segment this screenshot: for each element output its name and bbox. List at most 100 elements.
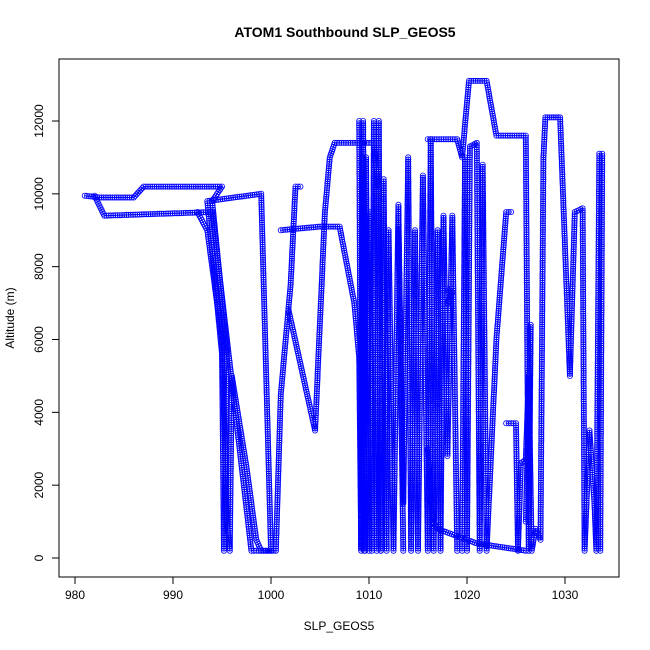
- data-point: [244, 468, 251, 475]
- data-point: [218, 287, 225, 294]
- data-point: [258, 217, 265, 224]
- data-point: [113, 194, 120, 201]
- data-point: [203, 183, 210, 190]
- data-point: [219, 343, 226, 350]
- data-point: [212, 241, 219, 248]
- data-point: [136, 211, 143, 218]
- data-point: [225, 346, 232, 353]
- data-point: [221, 426, 228, 433]
- data-point: [119, 212, 126, 219]
- data-point: [217, 331, 224, 338]
- data-point: [258, 206, 265, 213]
- data-point: [260, 289, 267, 296]
- data-point: [235, 416, 242, 423]
- data-point: [165, 210, 172, 217]
- data-point: [214, 252, 221, 259]
- data-point: [191, 209, 198, 216]
- data-point: [221, 417, 228, 424]
- data-point: [261, 305, 268, 312]
- data-point: [245, 519, 252, 526]
- data-point: [227, 521, 234, 528]
- data-point: [204, 227, 211, 234]
- data-point: [247, 490, 254, 497]
- data-point: [258, 221, 265, 228]
- data-point: [251, 525, 258, 532]
- data-point: [273, 512, 280, 519]
- data-point: [267, 514, 274, 521]
- data-point: [228, 414, 235, 421]
- data-point: [219, 338, 226, 345]
- data-point: [218, 292, 225, 299]
- data-point: [242, 457, 249, 464]
- data-point: [231, 392, 238, 399]
- data-point: [218, 332, 225, 339]
- data-point: [260, 270, 267, 277]
- data-point: [275, 468, 282, 475]
- data-point: [275, 463, 282, 470]
- data-point: [215, 196, 222, 203]
- data-point: [123, 211, 130, 218]
- data-point: [276, 437, 283, 444]
- data-point: [88, 193, 95, 200]
- data-point: [263, 397, 270, 404]
- data-point: [249, 508, 256, 515]
- data-point: [138, 211, 145, 218]
- data-point: [173, 210, 180, 217]
- data-point: [262, 333, 269, 340]
- data-point: [267, 521, 274, 528]
- data-point: [245, 477, 252, 484]
- data-point: [232, 194, 239, 201]
- data-point: [241, 450, 248, 457]
- data-point: [272, 545, 279, 552]
- data-point: [181, 183, 188, 190]
- data-point: [188, 183, 195, 190]
- data-point: [266, 492, 273, 499]
- data-point: [212, 235, 219, 242]
- data-point: [228, 423, 235, 430]
- data-point: [228, 432, 235, 439]
- data-point: [208, 259, 215, 266]
- data-point: [212, 288, 219, 295]
- data-point: [243, 461, 250, 468]
- data-point: [220, 397, 227, 404]
- data-point: [179, 183, 186, 190]
- data-point: [214, 301, 221, 308]
- data-point: [262, 367, 269, 374]
- data-point: [266, 485, 273, 492]
- data-point: [211, 284, 218, 291]
- data-point: [234, 407, 241, 414]
- data-point: [264, 408, 271, 415]
- data-point: [217, 283, 224, 290]
- data-point: [262, 342, 269, 349]
- data-point: [265, 457, 272, 464]
- data-point: [212, 237, 219, 244]
- data-point: [276, 439, 283, 446]
- data-point: [227, 512, 234, 519]
- data-point: [263, 386, 270, 393]
- data-point: [160, 210, 167, 217]
- data-point: [226, 361, 233, 368]
- data-point: [264, 428, 271, 435]
- data-point: [219, 364, 226, 371]
- data-point: [247, 492, 254, 499]
- data-point: [248, 503, 255, 510]
- data-point: [149, 210, 156, 217]
- series-2: [194, 183, 304, 554]
- data-point: [217, 196, 224, 203]
- data-point: [218, 285, 225, 292]
- data-point: [262, 340, 269, 347]
- data-point: [275, 457, 282, 464]
- data-point: [184, 209, 191, 216]
- data-point: [261, 303, 268, 310]
- data-point: [227, 492, 234, 499]
- data-point: [260, 287, 267, 294]
- data-point: [126, 194, 133, 201]
- data-point: [266, 483, 273, 490]
- data-point: [266, 510, 273, 517]
- data-point: [247, 494, 254, 501]
- data-point: [266, 496, 273, 503]
- data-point: [245, 481, 252, 488]
- data-point: [112, 212, 119, 219]
- data-point: [274, 488, 281, 495]
